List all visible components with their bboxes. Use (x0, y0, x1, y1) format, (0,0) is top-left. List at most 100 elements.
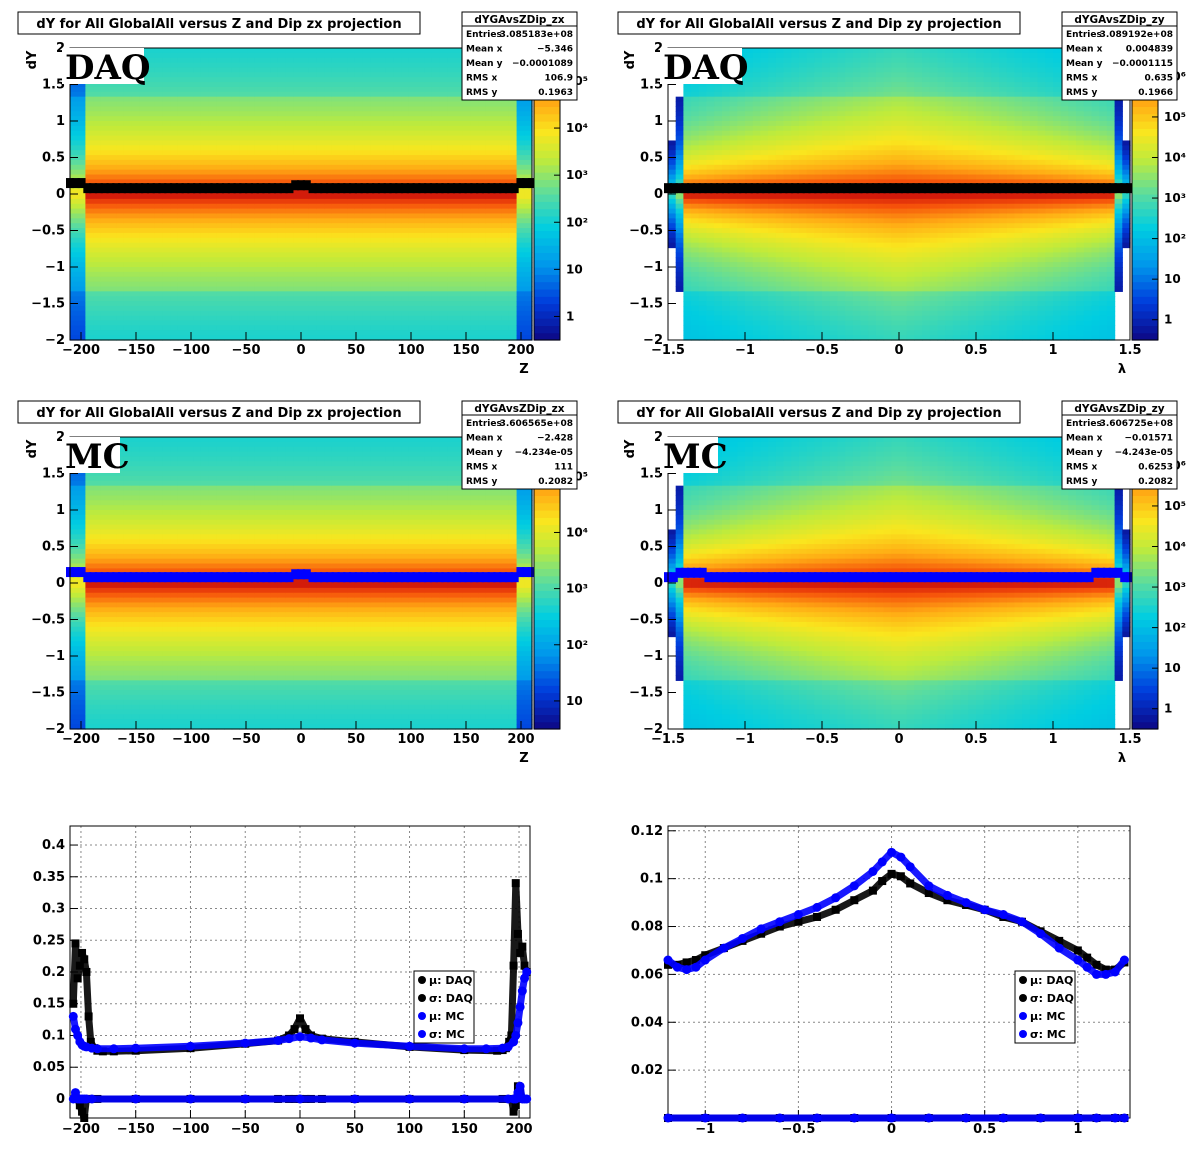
heatmap-cell (208, 135, 217, 142)
heatmap-cell (691, 135, 700, 142)
heatmap-cell (239, 96, 248, 103)
heatmap-cell (675, 130, 684, 137)
heatmap-cell (170, 140, 179, 146)
heatmap-cell (139, 82, 148, 88)
heatmap-cell (170, 101, 179, 107)
heatmap-cell (401, 223, 410, 229)
heatmap-cell (185, 101, 194, 107)
heatmap-cell (675, 96, 684, 103)
heatmap-cell (354, 57, 364, 64)
heatmap-cell (775, 267, 785, 273)
heatmap-cell (462, 281, 471, 288)
heatmap-cell (493, 232, 502, 239)
heatmap-cell (408, 121, 418, 127)
heatmap-cell (745, 330, 754, 336)
heatmap-cell (393, 291, 402, 297)
heatmap-cell (339, 67, 348, 73)
heatmap-cell (247, 276, 256, 283)
heatmap-cell (162, 291, 171, 297)
heatmap-cell (239, 150, 248, 156)
heatmap-cell (177, 159, 187, 166)
heatmap-cell (177, 325, 187, 331)
heatmap-cell (139, 335, 148, 341)
heatmap-cell (231, 140, 240, 146)
heatmap-cell (162, 145, 171, 151)
heatmap-cell (108, 174, 117, 180)
heatmap-cell (177, 257, 187, 263)
heatmap-cell (401, 86, 410, 93)
heatmap-cell (316, 315, 325, 322)
heatmap-cell (239, 276, 248, 283)
heatmap-cell (370, 257, 379, 263)
heatmap-cell (745, 77, 754, 83)
heatmap-cell (508, 179, 518, 185)
heatmap-cell (508, 159, 518, 166)
heatmap-cell (378, 77, 387, 83)
heatmap-cell (431, 62, 441, 69)
heatmap-cell (752, 48, 761, 54)
heatmap-cell (721, 106, 731, 112)
heatmap-cell (185, 169, 194, 176)
heatmap-cell (691, 325, 700, 331)
heatmap-cell (247, 203, 256, 210)
heatmap-cell (301, 159, 310, 166)
heatmap-cell (208, 247, 217, 253)
heatmap-cell (147, 286, 156, 292)
heatmap-cell (401, 335, 410, 341)
heatmap-cell (77, 271, 86, 278)
heatmap-cell (706, 218, 715, 224)
heatmap-cell (293, 67, 302, 73)
heatmap-cell (362, 179, 371, 185)
color-scale-step (534, 259, 560, 268)
heatmap-cell (200, 262, 210, 268)
heatmap-cell (814, 159, 823, 166)
heatmap-cell (285, 242, 294, 249)
heatmap-cell (485, 257, 495, 263)
heatmap-cell (775, 237, 785, 244)
heatmap-cell (431, 305, 441, 312)
heatmap-cell (131, 296, 140, 302)
heatmap-cell (737, 262, 746, 268)
heatmap-cell (154, 96, 163, 103)
heatmap-cell (177, 111, 187, 117)
heatmap-cell (354, 223, 364, 229)
heatmap-cell (277, 111, 287, 117)
heatmap-cell (706, 86, 715, 93)
heatmap-cell (85, 330, 94, 336)
heatmap-cell (293, 310, 302, 317)
heatmap-cell (216, 48, 225, 54)
heatmap-cell (683, 130, 692, 137)
heatmap-cell (208, 218, 217, 224)
heatmap-cell (254, 116, 264, 122)
heatmap-cell (493, 271, 502, 278)
heatmap-cell (316, 96, 325, 103)
heatmap-cell (162, 125, 171, 132)
heatmap-cell (408, 325, 418, 331)
heatmap-cell (123, 145, 133, 151)
profile-marker (77, 178, 86, 189)
heatmap-cell (347, 218, 356, 224)
heatmap-cell (100, 228, 110, 234)
heatmap-cell (729, 208, 738, 215)
heatmap-cell (706, 247, 715, 253)
heatmap-cell (775, 310, 785, 317)
heatmap-cell (262, 325, 271, 331)
heatmap-cell (485, 276, 495, 283)
heatmap-cell (347, 232, 356, 239)
heatmap-cell (752, 286, 761, 292)
heatmap-cell (439, 164, 448, 171)
heatmap-cell (339, 179, 348, 185)
heatmap-cell (254, 77, 264, 83)
heatmap-cell (791, 72, 800, 78)
heatmap-cell (216, 67, 225, 73)
heatmap-cell (308, 276, 317, 283)
heatmap-cell (339, 330, 348, 336)
heatmap-cell (224, 325, 233, 331)
heatmap-cell (691, 155, 700, 161)
heatmap-cell (493, 203, 502, 210)
heatmap-cell (737, 121, 746, 127)
heatmap-cell (814, 194, 823, 200)
heatmap-cell (308, 315, 317, 322)
heatmap-cell (439, 145, 448, 151)
heatmap-cell (501, 335, 510, 341)
